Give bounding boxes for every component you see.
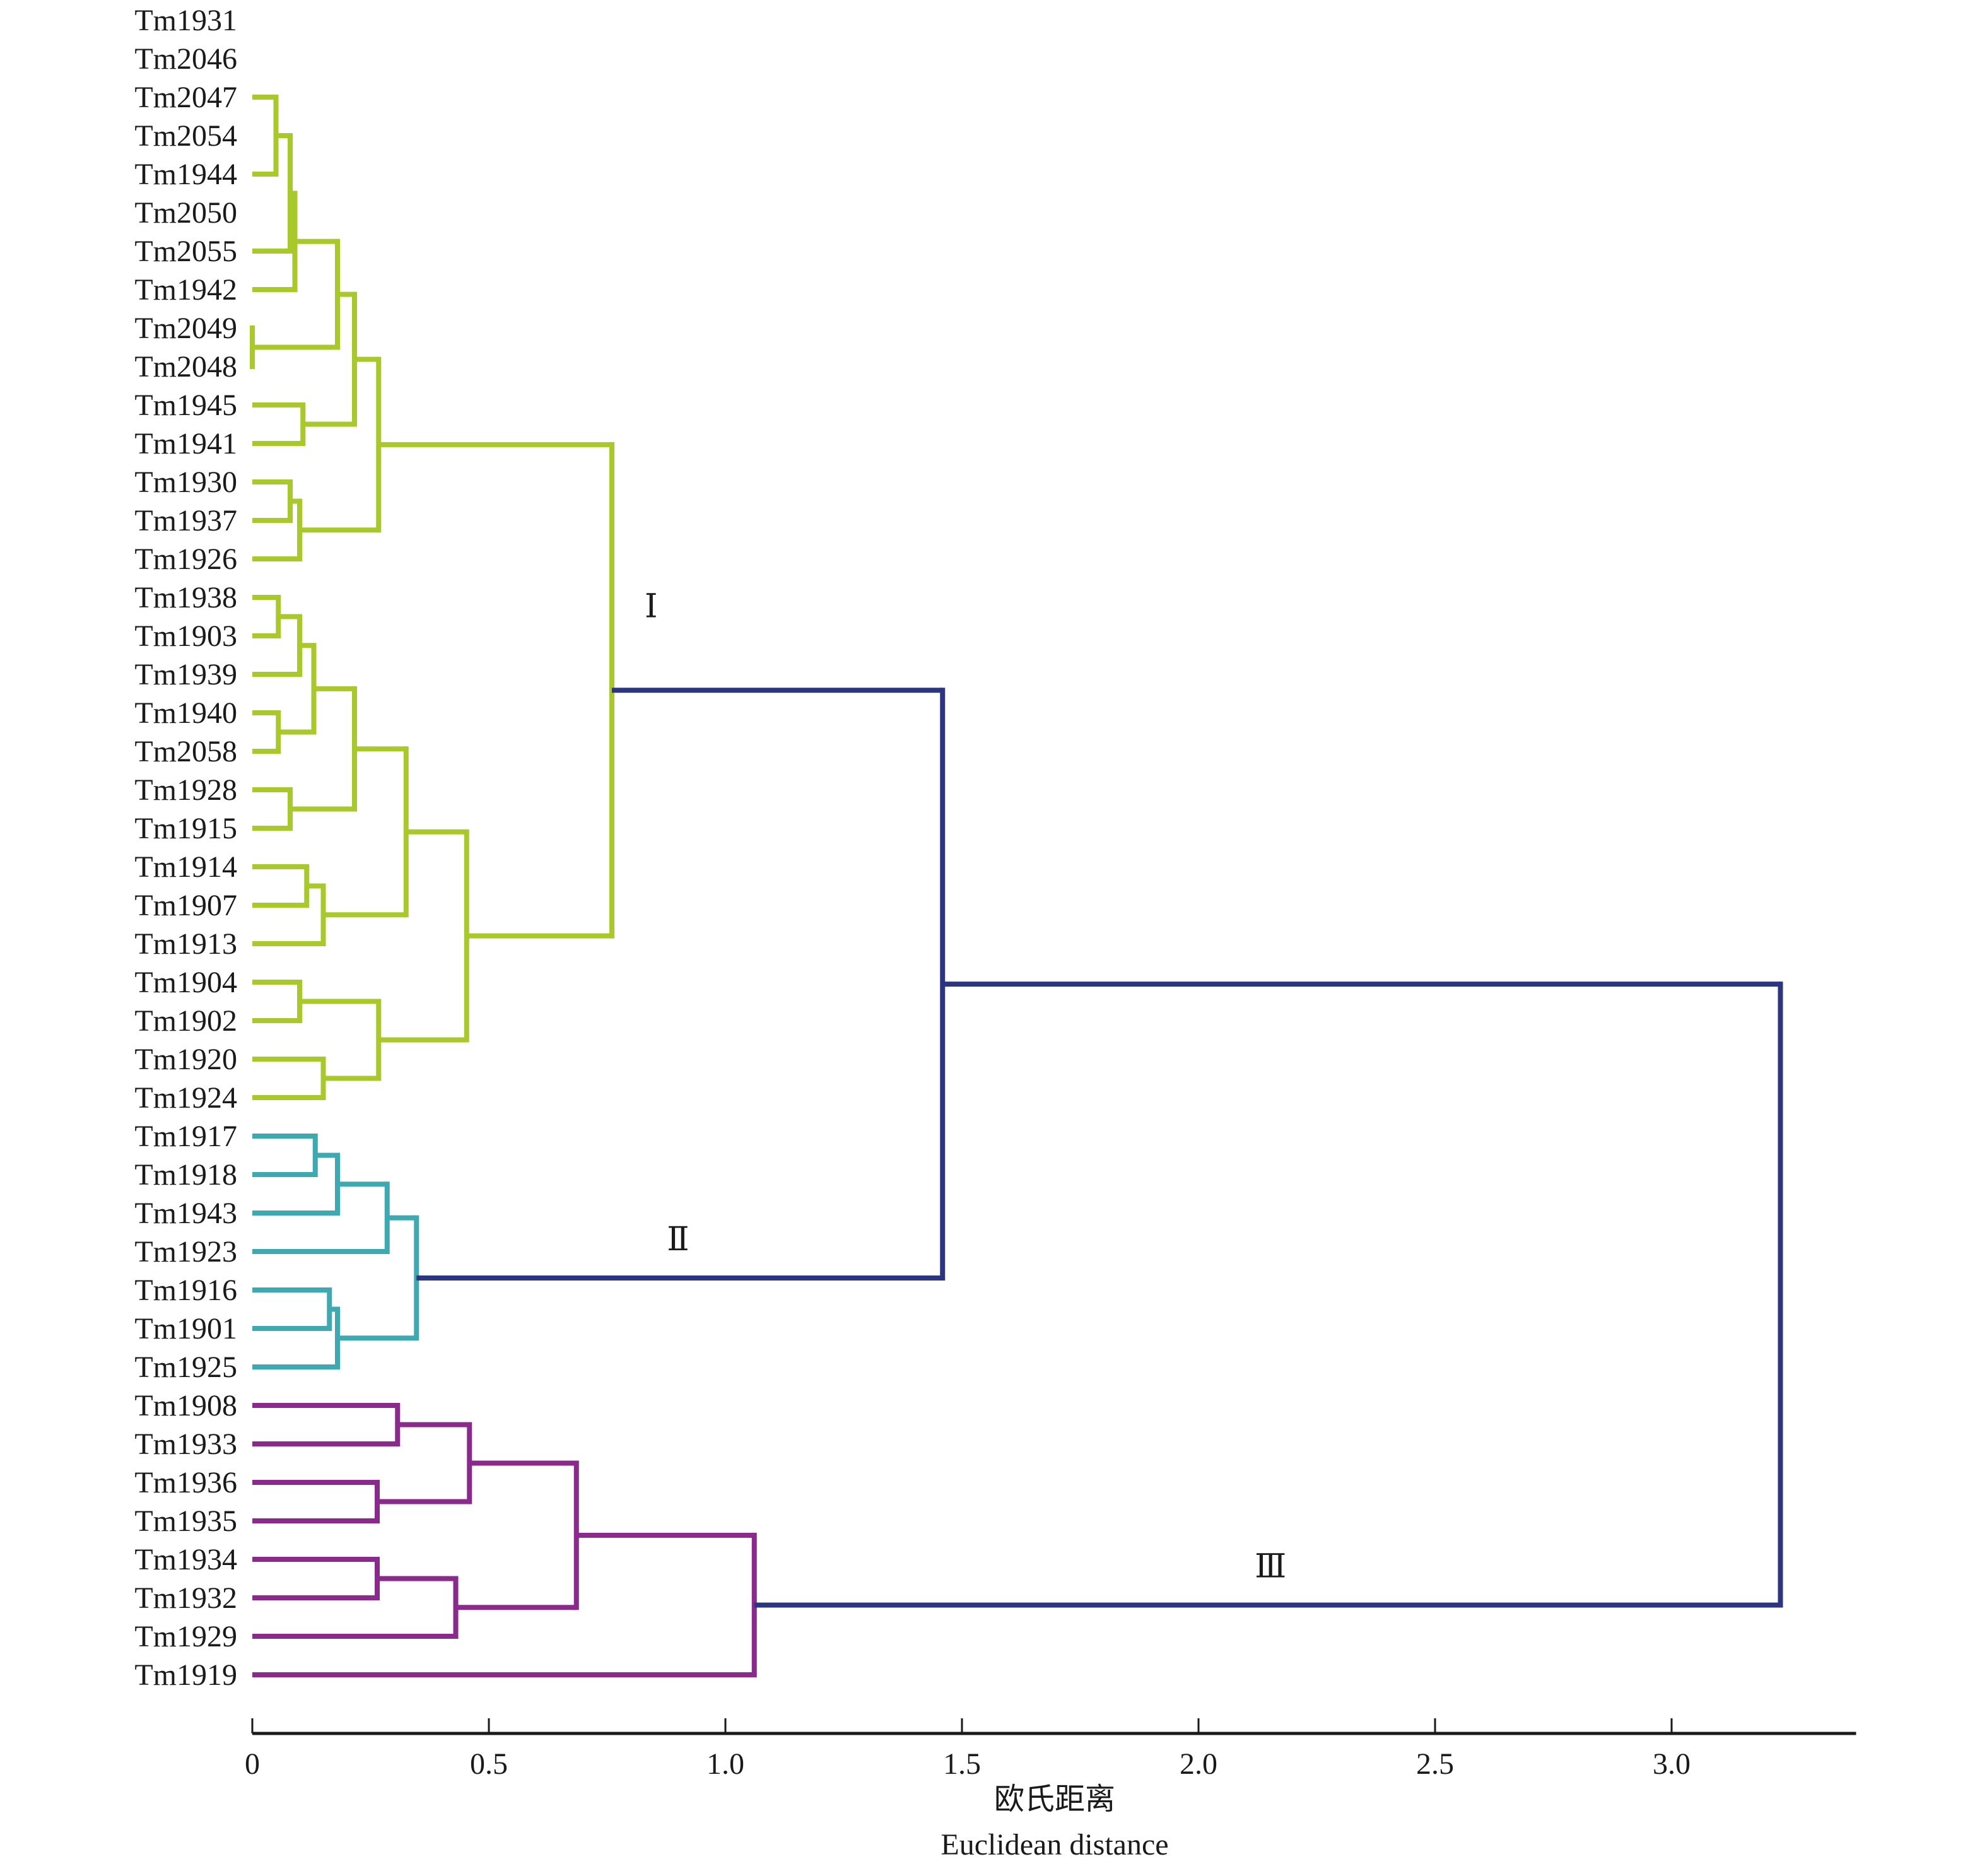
leaf-label: Tm1907: [134, 889, 237, 922]
dendrogram-links: [250, 95, 1783, 1677]
leaf-labels: Tm1931 Tm2046 Tm2047 Tm2054 Tm1944 Tm2050 Tm20…: [134, 4, 237, 1692]
leaf-label: Tm2046: [134, 42, 237, 76]
x-tick-label: 1.5: [943, 1747, 981, 1781]
leaf-label: Tm1916: [134, 1274, 237, 1307]
leaf-label: Tm1945: [134, 389, 237, 422]
leaf-label: Tm1924: [134, 1081, 237, 1115]
leaf-label: Tm2054: [134, 119, 237, 153]
leaf-label: Tm1908: [134, 1389, 237, 1422]
leaf-label: Tm1913: [134, 927, 237, 961]
leaf-label: Tm1937: [134, 504, 237, 537]
leaf-label: Tm2047: [134, 81, 237, 114]
leaf-label: Tm1941: [134, 427, 237, 460]
x-tick-label: 0: [245, 1747, 260, 1781]
leaf-label: Tm1901: [134, 1312, 237, 1345]
leaf-label: Tm2055: [134, 235, 237, 268]
leaf-label: Tm2048: [134, 350, 237, 384]
leaf-label: Tm1923: [134, 1235, 237, 1269]
leaf-label: Tm1938: [134, 581, 237, 614]
leaf-label: Tm1940: [134, 696, 237, 730]
x-tick-label: 3.0: [1653, 1747, 1691, 1781]
leaf-label: Tm1925: [134, 1351, 237, 1384]
leaf-label: Tm1942: [134, 273, 237, 307]
leaf-label: Tm1903: [134, 619, 237, 653]
cluster-label: Ⅲ: [1255, 1549, 1286, 1585]
leaf-label: Tm1936: [134, 1466, 237, 1499]
leaf-label: Tm1902: [134, 1004, 237, 1038]
leaf-label: Tm1944: [134, 158, 237, 191]
x-tick-label: 0.5: [470, 1747, 508, 1781]
x-axis-label: 欧氏距离: [994, 1783, 1115, 1816]
leaf-label: Tm2049: [134, 312, 237, 345]
leaf-label: Tm1920: [134, 1043, 237, 1076]
leaf-label: Tm1928: [134, 773, 237, 807]
leaf-label: Tm1930: [134, 466, 237, 499]
leaf-label: Tm2058: [134, 735, 237, 768]
x-axis: 0 0.5 1.0 1.5 2.0 2.5 3.0: [245, 1718, 1856, 1781]
leaf-label: Tm1943: [134, 1197, 237, 1230]
leaf-label: Tm1935: [134, 1504, 237, 1538]
leaf-label: Tm1915: [134, 812, 237, 845]
leaf-label: Tm1919: [134, 1658, 237, 1692]
cluster-label: Ⅱ: [667, 1222, 689, 1258]
leaf-label: Tm1939: [134, 658, 237, 691]
leaf-label: Tm1932: [134, 1581, 237, 1615]
cluster-label: Ⅰ: [645, 589, 658, 624]
x-tick-label: 2.0: [1180, 1747, 1217, 1781]
leaf-label: Tm1926: [134, 542, 237, 576]
leaf-label: Tm1931: [134, 4, 237, 37]
leaf-label: Tm1917: [134, 1120, 237, 1153]
x-axis-ticks: 0 0.5 1.0 1.5 2.0 2.5 3.0: [245, 1718, 1691, 1781]
leaf-label: Tm1914: [134, 850, 237, 884]
leaf-label: Tm1918: [134, 1158, 237, 1192]
x-tick-label: 2.5: [1416, 1747, 1454, 1781]
leaf-label: Tm2050: [134, 196, 237, 230]
leaf-label: Tm1934: [134, 1543, 237, 1576]
leaf-label: Tm1929: [134, 1620, 237, 1653]
leaf-label: Tm1904: [134, 966, 237, 999]
cluster-labels: Ⅰ Ⅱ Ⅲ: [645, 589, 1286, 1585]
leaf-label: Tm1933: [134, 1428, 237, 1461]
x-tick-label: 1.0: [706, 1747, 744, 1781]
x-axis-label-en: Euclidean distance: [941, 1828, 1168, 1861]
